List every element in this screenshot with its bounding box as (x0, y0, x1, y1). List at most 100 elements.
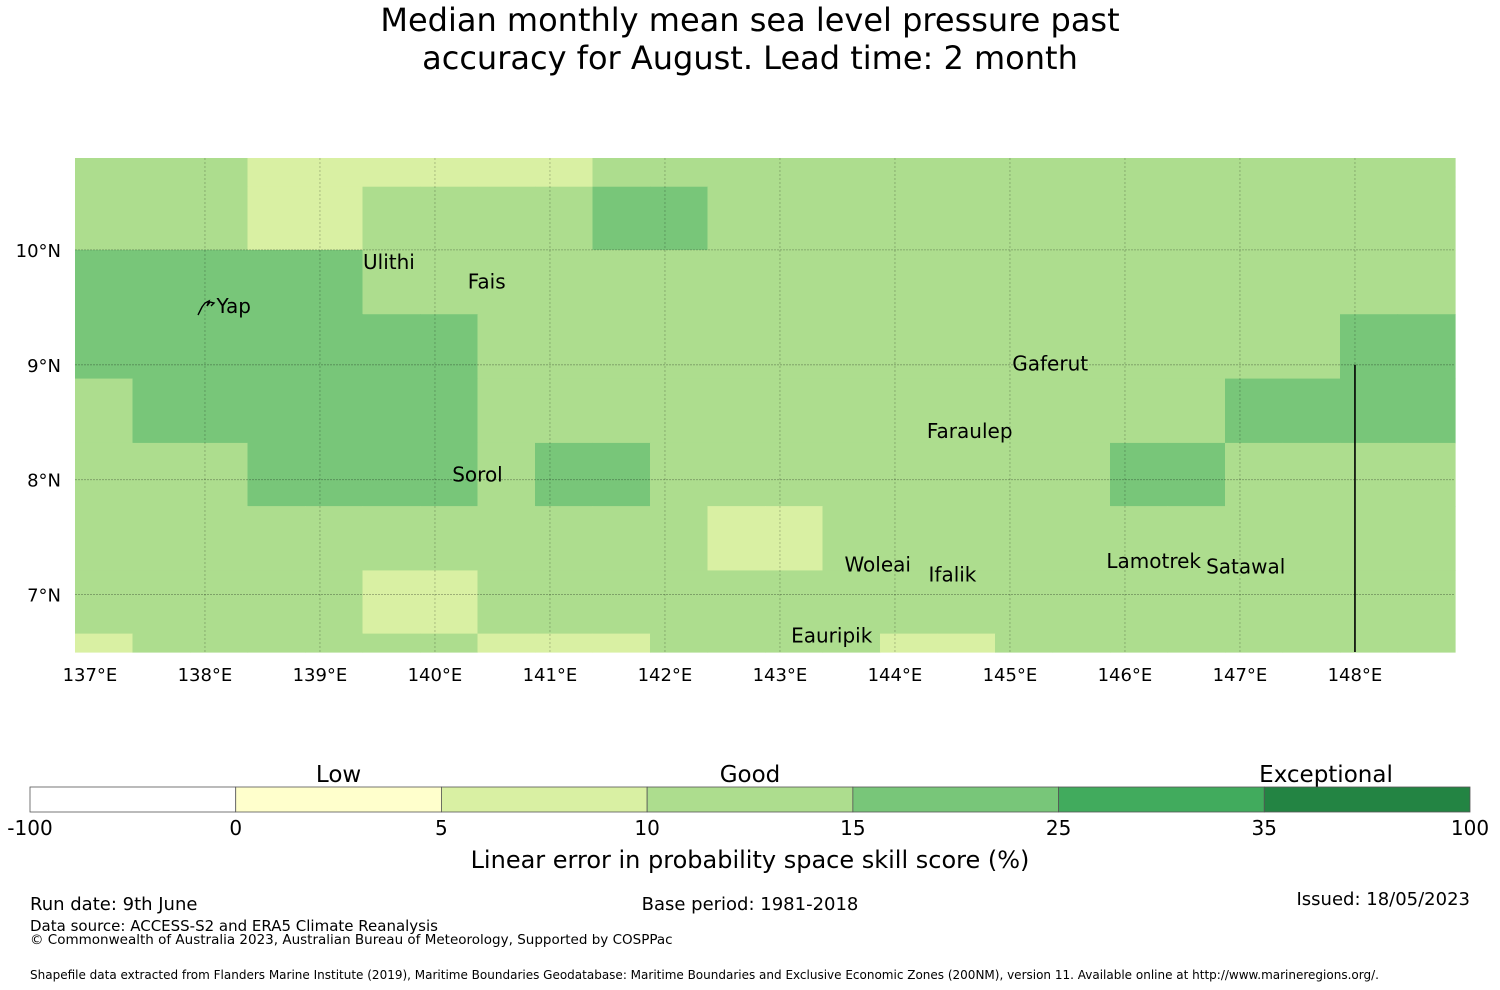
grid-cell (1340, 378, 1399, 444)
grid-cell (190, 633, 249, 653)
colorbar-swatch (29, 786, 237, 813)
grid-cell (477, 633, 536, 653)
place-label: Faraulep (927, 419, 1013, 443)
grid-cell (362, 442, 421, 507)
grid-cell (1282, 506, 1341, 572)
grid-cell (707, 570, 766, 635)
grid-cell (880, 249, 939, 315)
longitude-tick-label: 144°E (868, 665, 923, 686)
place-label: Ulithi (363, 250, 415, 274)
grid-cell (420, 633, 479, 653)
grid-cell (707, 378, 766, 444)
grid-cell (1052, 186, 1111, 251)
grid-cell (75, 506, 134, 572)
colorbar-tick-label: 15 (840, 816, 865, 840)
grid-cell (822, 158, 881, 188)
grid-cell (420, 442, 479, 507)
yap-island-shape (197, 299, 216, 316)
grid-cell (1340, 506, 1399, 572)
grid-cell (822, 186, 881, 251)
latitude-tick-label: 10°N (16, 241, 61, 262)
grid-cell (765, 314, 824, 380)
skill-grid (75, 158, 1456, 653)
grid-cell (535, 314, 594, 380)
grid-cell (535, 249, 594, 315)
grid-cell (765, 249, 824, 315)
longitude-tick-label: 148°E (1328, 665, 1383, 686)
grid-cell (190, 249, 249, 315)
grid-cell (1282, 249, 1341, 315)
grid-cell (305, 442, 364, 507)
grid-cell (880, 158, 939, 188)
skill-map: Yap Ulithi Fais Gaferut Faraulep Sorol Woleai I… (16, 158, 1456, 686)
grid-cell (75, 378, 134, 444)
grid-cell (765, 570, 824, 635)
longitude-ticks: 137°E 138°E 139°E 140°E 141°E 142°E 143°E 144°E… (63, 665, 1383, 686)
grid-cell (995, 249, 1054, 315)
grid-cell (1052, 570, 1111, 635)
grid-cell (477, 442, 536, 507)
grid-cell (1167, 158, 1226, 188)
shapefile-credit: Shapefile data extracted from Flanders M… (30, 968, 1379, 982)
grid-cell (592, 378, 651, 444)
grid-cell (880, 633, 939, 653)
grid-cell (75, 442, 134, 507)
grid-cell (420, 314, 479, 380)
grid-cell (477, 249, 536, 315)
grid-cell (75, 186, 134, 251)
grid-cell (650, 314, 709, 380)
colorbar-tick-label: 5 (435, 816, 448, 840)
grid-cell (1110, 442, 1169, 507)
grid-cell (305, 249, 364, 315)
grid-cell (362, 633, 421, 653)
grid-cell (247, 506, 306, 572)
grid-cell (650, 570, 709, 635)
grid-cell (1052, 506, 1111, 572)
grid-cell (1282, 158, 1341, 188)
place-label: Ifalik (929, 563, 977, 587)
longitude-tick-label: 139°E (293, 665, 348, 686)
map-title-line-2: accuracy for August. Lead time: 2 month (422, 39, 1078, 77)
grid-cell (592, 506, 651, 572)
colorbar-label: Linear error in probability space skill … (471, 846, 1030, 874)
grid-cell (592, 249, 651, 315)
grid-cell (995, 633, 1054, 653)
grid-cell (305, 378, 364, 444)
grid-cell (362, 186, 421, 251)
colorbar-category-label: Low (316, 762, 361, 788)
grid-cell (247, 378, 306, 444)
grid-cell (190, 442, 249, 507)
colorbar-swatch (1263, 786, 1471, 813)
grid-cell (420, 570, 479, 635)
grid-cell (1282, 442, 1341, 507)
longitude-tick-label: 145°E (983, 665, 1038, 686)
map-title: Median monthly mean sea level pressure p… (0, 0, 1500, 77)
grid-cell (1340, 186, 1399, 251)
grid-cell (995, 506, 1054, 572)
grid-cell (75, 314, 134, 380)
place-label: Sorol (452, 463, 503, 487)
grid-cell (1397, 506, 1456, 572)
grid-cell (132, 378, 191, 444)
grid-cell (420, 378, 479, 444)
grid-cell (132, 570, 191, 635)
grid-cell (247, 186, 306, 251)
grid-cell (1282, 378, 1341, 444)
grid-cell (995, 158, 1054, 188)
grid-cell (362, 158, 421, 188)
grid-cell (1052, 314, 1111, 380)
grid-cell (1397, 158, 1456, 188)
grid-cell (707, 249, 766, 315)
grid-cell (765, 158, 824, 188)
grid-cell (247, 570, 306, 635)
longitude-tick-label: 141°E (523, 665, 578, 686)
grid-cell (1225, 158, 1284, 188)
grid-cell (1167, 442, 1226, 507)
grid-cell (305, 570, 364, 635)
copyright: © Commonwealth of Australia 2023, Austra… (30, 932, 673, 948)
longitude-tick-label: 138°E (178, 665, 233, 686)
grid-cell (305, 506, 364, 572)
grid-cell (190, 378, 249, 444)
grid-cell (535, 570, 594, 635)
grid-cell (1110, 186, 1169, 251)
